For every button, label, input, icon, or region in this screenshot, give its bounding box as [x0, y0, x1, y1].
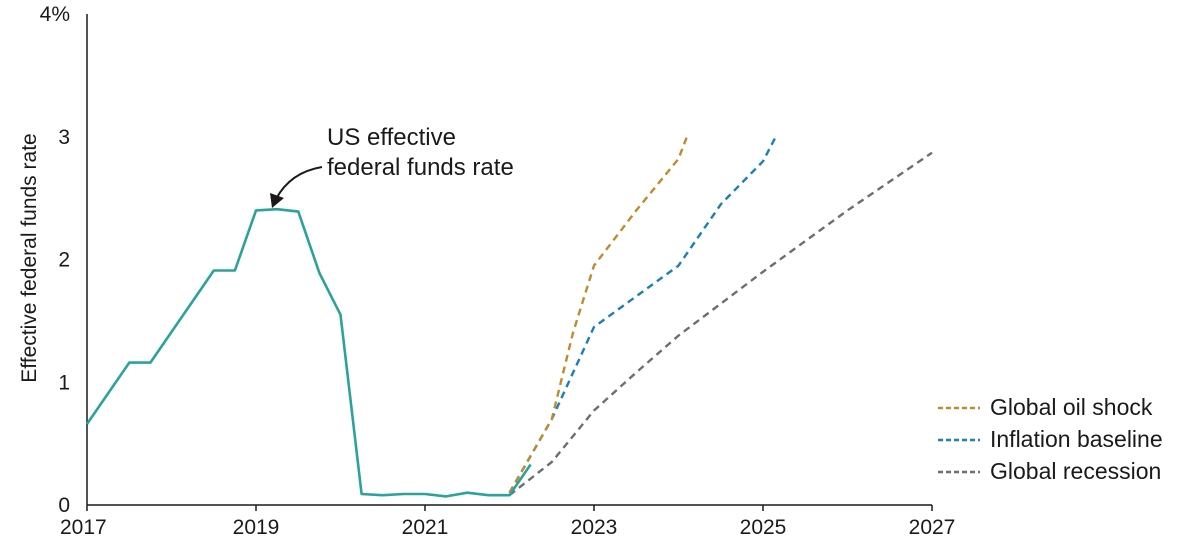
- y-tick-label: 1: [58, 371, 70, 394]
- x-tick-label: 2023: [571, 516, 618, 539]
- legend-label-oil-shock: Global oil shock: [990, 394, 1153, 420]
- series-line-2: [508, 136, 777, 494]
- series-line-3: [508, 151, 933, 497]
- series-layer: [85, 136, 933, 498]
- y-axis-label: Effective federal funds rate: [18, 133, 41, 382]
- series-line-1: [508, 136, 689, 494]
- legend-label-inflation-baseline: Inflation baseline: [990, 426, 1163, 452]
- x-tick-label: 2019: [233, 516, 280, 539]
- y-tick-label: 2: [58, 249, 70, 272]
- y-tick-label: 4%: [40, 3, 70, 26]
- legend: Global oil shock Inflation baseline Glob…: [938, 394, 1163, 484]
- x-axis: 2017 2019 2021 2023 2025 2027: [60, 504, 956, 539]
- x-tick-label: 2021: [402, 516, 449, 539]
- annotation-arrowhead: [270, 193, 284, 208]
- annotation-line-1: US effective: [327, 124, 456, 151]
- legend-label-global-recession: Global recession: [990, 458, 1161, 484]
- annotation: US effective federal funds rate: [270, 124, 514, 208]
- y-axis: 0 1 2 3 4%: [40, 3, 88, 517]
- x-tick-label: 2025: [740, 516, 787, 539]
- x-tick-label: 2017: [60, 516, 107, 539]
- y-tick-label: 0: [58, 494, 70, 517]
- x-tick-label: 2027: [909, 516, 956, 539]
- series-line-0: [85, 207, 532, 498]
- annotation-line-2: federal funds rate: [327, 154, 514, 181]
- annotation-arrow: [275, 166, 323, 200]
- y-tick-label: 3: [58, 126, 70, 149]
